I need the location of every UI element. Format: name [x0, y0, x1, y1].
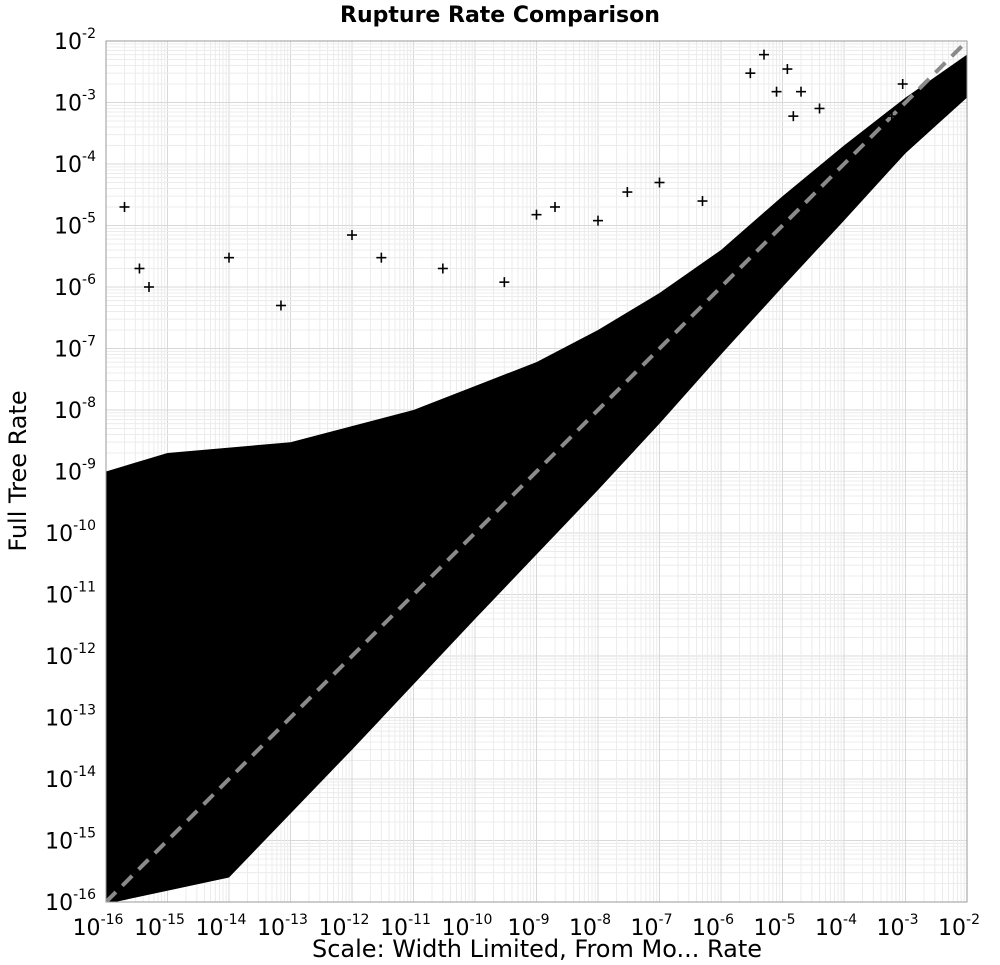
data-density-cloud	[106, 54, 967, 902]
data-point	[771, 86, 782, 97]
data-point	[119, 201, 130, 212]
x-axis-label: Scale: Width Limited, From Mo... Rate	[312, 935, 762, 963]
y-axis-ticks: 10-16 10-15 10-14 10-13 10-12 10-11 10-10 10-9 1…	[45, 26, 96, 916]
data-point	[275, 300, 286, 311]
one-to-one-reference-line	[106, 41, 967, 902]
x-tick-label: 10-15	[134, 912, 185, 941]
x-tick-label: 10-10	[442, 912, 493, 941]
data-point	[782, 64, 793, 75]
y-tick-label: 10-6	[54, 272, 96, 301]
y-tick-label: 10-7	[54, 334, 96, 363]
data-point	[788, 111, 799, 122]
y-tick-label: 10-5	[54, 211, 96, 240]
y-tick-label: 10-13	[45, 703, 96, 732]
data-point	[796, 86, 807, 97]
chart-title: Rupture Rate Comparison	[340, 3, 660, 28]
data-point	[654, 177, 665, 188]
data-point	[745, 68, 756, 79]
x-tick-label: 10-16	[73, 912, 124, 941]
x-tick-label: 10-12	[319, 912, 370, 941]
data-point	[956, 60, 967, 71]
x-tick-label: 10-13	[257, 912, 308, 941]
data-point	[593, 215, 603, 226]
y-tick-label: 10-10	[45, 518, 96, 547]
data-point	[376, 252, 387, 263]
data-points	[119, 49, 967, 311]
x-tick-label: 10-5	[754, 912, 796, 941]
data-point	[622, 187, 633, 198]
x-tick-label: 10-8	[569, 912, 611, 941]
dense-points-region	[106, 54, 967, 902]
x-tick-label: 10-6	[692, 912, 734, 941]
y-tick-label: 10-12	[45, 641, 96, 670]
data-point	[224, 252, 234, 263]
x-tick-label: 10-2	[938, 912, 980, 941]
x-tick-label: 10-4	[815, 912, 857, 941]
x-tick-label: 10-14	[196, 912, 247, 941]
data-point	[897, 78, 908, 89]
y-tick-label: 10-4	[54, 149, 96, 178]
x-tick-label: 10-11	[380, 912, 431, 941]
y-axis-label: Full Tree Rate	[4, 390, 32, 551]
data-point	[962, 78, 967, 89]
data-point	[697, 196, 708, 207]
y-tick-label: 10-16	[45, 887, 96, 916]
y-tick-label: 10-11	[45, 580, 96, 609]
y-tick-label: 10-8	[54, 395, 96, 424]
x-axis-ticks: 10-16 10-15 10-14 10-13 10-12 10-11 10-10 10-9 1…	[73, 912, 980, 941]
plot-frame	[105, 40, 968, 903]
y-tick-label: 10-9	[54, 457, 96, 486]
data-point	[550, 201, 561, 212]
data-point	[437, 263, 448, 274]
data-point	[134, 263, 145, 274]
data-point	[758, 49, 769, 60]
data-point	[347, 230, 357, 241]
y-tick-label: 10-15	[45, 826, 96, 855]
data-point	[814, 103, 825, 114]
y-tick-label: 10-14	[45, 764, 96, 793]
x-tick-label: 10-3	[877, 912, 919, 941]
x-tick-label: 10-7	[631, 912, 673, 941]
data-point	[886, 111, 897, 122]
data-point	[143, 282, 154, 292]
data-point	[499, 277, 510, 288]
y-tick-label: 10-3	[54, 88, 96, 117]
reference-line-layer	[106, 41, 967, 902]
data-point	[531, 209, 542, 220]
x-tick-label: 10-9	[508, 912, 550, 941]
y-tick-label: 10-2	[54, 26, 96, 55]
